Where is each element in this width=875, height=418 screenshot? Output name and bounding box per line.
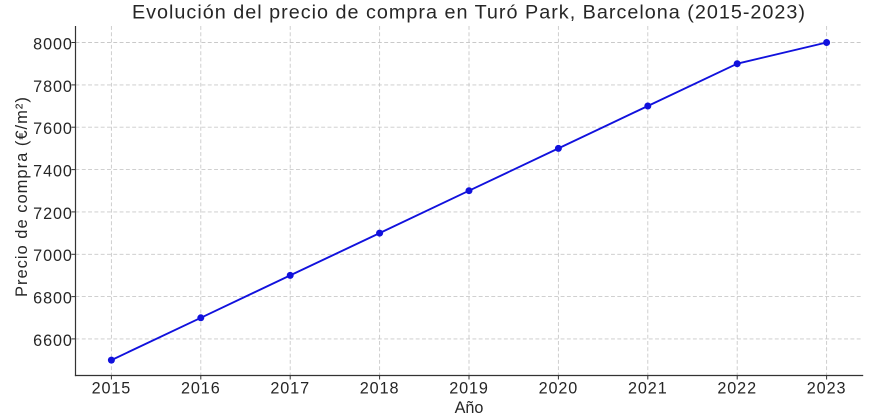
svg-text:2023: 2023 (807, 379, 847, 397)
svg-text:Año: Año (455, 399, 484, 417)
svg-text:2017: 2017 (270, 379, 310, 397)
svg-text:8000: 8000 (33, 35, 73, 53)
svg-text:7800: 7800 (33, 78, 73, 96)
svg-text:6600: 6600 (33, 332, 73, 350)
svg-text:7000: 7000 (33, 247, 73, 265)
svg-text:Precio de compra (€/m²): Precio de compra (€/m²) (13, 96, 31, 297)
svg-text:2022: 2022 (717, 379, 757, 397)
svg-text:7200: 7200 (33, 205, 73, 223)
svg-text:7600: 7600 (33, 120, 73, 138)
svg-text:6800: 6800 (33, 290, 73, 308)
svg-text:2019: 2019 (449, 379, 489, 397)
svg-text:Evolución del precio de compra: Evolución del precio de compra en Turó P… (132, 2, 806, 24)
svg-text:2021: 2021 (628, 379, 668, 397)
svg-text:2018: 2018 (360, 379, 400, 397)
svg-text:2015: 2015 (92, 379, 132, 397)
svg-text:7400: 7400 (33, 163, 73, 181)
svg-text:2016: 2016 (181, 379, 221, 397)
svg-text:2020: 2020 (539, 379, 579, 397)
